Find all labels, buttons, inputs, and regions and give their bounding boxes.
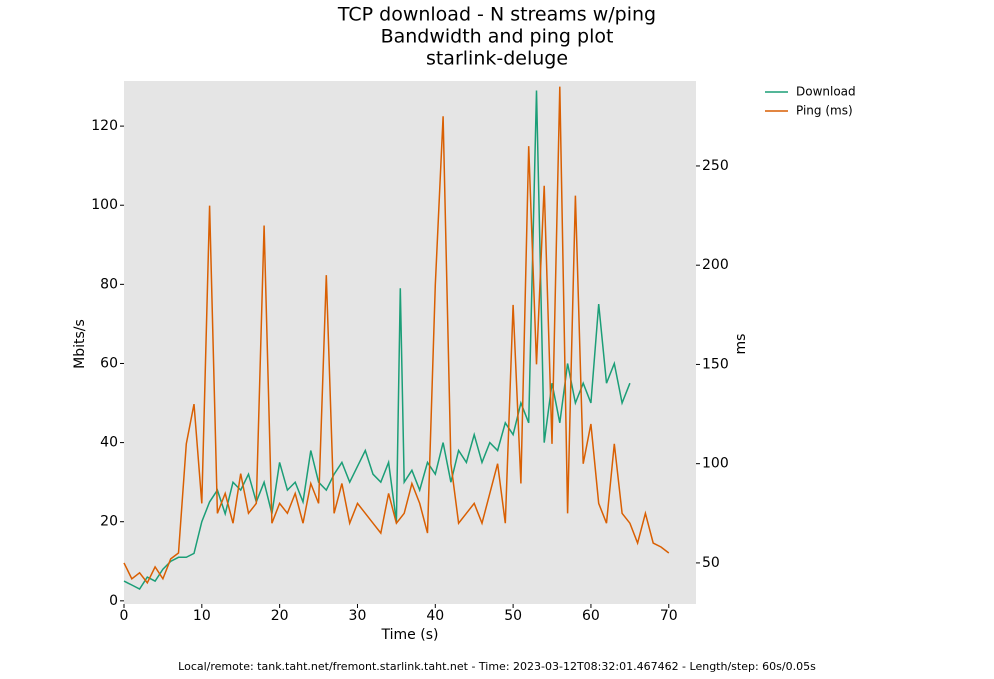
y2-tick-label: 50 bbox=[702, 555, 720, 571]
x-tick-label: 70 bbox=[660, 608, 678, 624]
y2-tick-label: 200 bbox=[702, 257, 729, 273]
plot-area bbox=[124, 81, 696, 604]
y-tick-label: 100 bbox=[91, 197, 118, 213]
y2-tick-label: 250 bbox=[702, 158, 729, 174]
chart-subtitle: Bandwidth and ping plot bbox=[381, 26, 614, 48]
x-tick-label: 40 bbox=[426, 608, 444, 624]
legend-label: Ping (ms) bbox=[796, 104, 853, 118]
footer: Local/remote: tank.taht.net/fremont.star… bbox=[178, 660, 816, 673]
y-tick-label: 20 bbox=[100, 514, 118, 530]
y-tick-label: 40 bbox=[100, 435, 118, 451]
x-tick-label: 30 bbox=[349, 608, 367, 624]
chart-subtitle: starlink-deluge bbox=[426, 48, 568, 70]
chart-title: TCP download - N streams w/ping bbox=[337, 4, 656, 26]
y-tick-label: 60 bbox=[100, 355, 118, 371]
y2-tick-label: 150 bbox=[702, 356, 729, 372]
x-axis-label: Time (s) bbox=[381, 627, 439, 643]
y-tick-label: 0 bbox=[109, 593, 118, 609]
series-line bbox=[123, 90, 631, 590]
series-line bbox=[123, 86, 670, 585]
legend-label: Download bbox=[796, 85, 856, 99]
x-tick-label: 10 bbox=[193, 608, 211, 624]
y2-tick-label: 100 bbox=[702, 456, 729, 472]
x-tick-label: 0 bbox=[120, 608, 129, 624]
x-tick-label: 50 bbox=[504, 608, 522, 624]
y-tick-label: 120 bbox=[91, 118, 118, 134]
y2-axis-label: ms bbox=[733, 334, 749, 355]
x-tick-label: 20 bbox=[271, 608, 289, 624]
y-tick-label: 80 bbox=[100, 276, 118, 292]
x-tick-label: 60 bbox=[582, 608, 600, 624]
y-axis-label: Mbits/s bbox=[72, 319, 88, 369]
